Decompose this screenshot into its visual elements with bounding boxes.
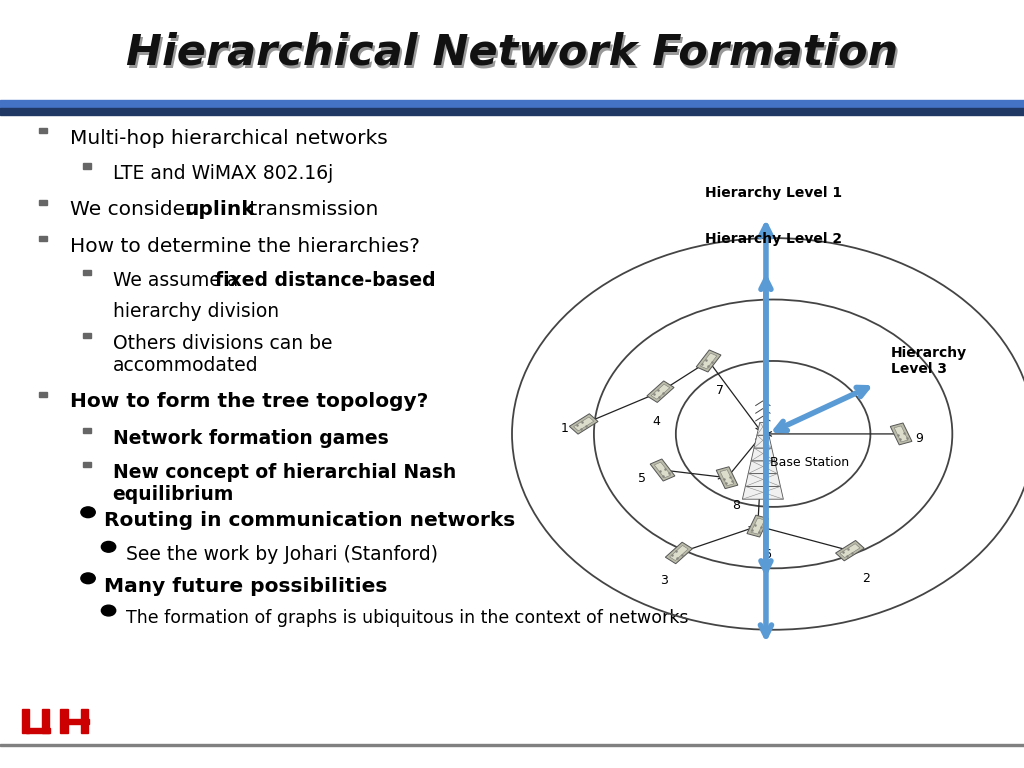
Polygon shape — [651, 384, 670, 399]
Text: Routing in communication networks: Routing in communication networks — [104, 511, 516, 530]
Text: Many future possibilities: Many future possibilities — [104, 577, 388, 596]
Circle shape — [81, 573, 95, 584]
Bar — [22, 709, 29, 733]
Polygon shape — [700, 353, 717, 369]
Text: 2: 2 — [862, 572, 870, 585]
Bar — [60, 709, 68, 733]
Polygon shape — [840, 544, 860, 558]
Polygon shape — [754, 435, 772, 448]
Bar — [26, 728, 50, 733]
Text: We consider: We consider — [70, 200, 200, 220]
Bar — [39, 392, 47, 397]
Circle shape — [81, 507, 95, 518]
Text: 5: 5 — [638, 472, 646, 485]
Text: hierarchy division: hierarchy division — [113, 302, 279, 321]
Bar — [81, 709, 88, 733]
Text: Hierarchical Network Formation: Hierarchical Network Formation — [126, 32, 898, 74]
Polygon shape — [749, 461, 777, 474]
Text: Hierarchy Level 2: Hierarchy Level 2 — [705, 232, 842, 246]
Text: Hierarchy
Level 3: Hierarchy Level 3 — [891, 346, 967, 376]
Text: 8: 8 — [732, 499, 740, 512]
Text: 4: 4 — [652, 415, 660, 428]
Polygon shape — [716, 467, 738, 488]
Polygon shape — [751, 518, 765, 534]
Polygon shape — [569, 414, 598, 434]
Polygon shape — [757, 422, 769, 435]
Text: LTE and WiMAX 802.16j: LTE and WiMAX 802.16j — [113, 164, 333, 184]
Text: transmission: transmission — [243, 200, 378, 220]
Polygon shape — [670, 545, 688, 561]
Polygon shape — [745, 474, 780, 486]
Polygon shape — [573, 417, 594, 431]
Text: We assume a: We assume a — [113, 271, 244, 290]
Polygon shape — [650, 459, 675, 481]
Text: fixed distance-based: fixed distance-based — [215, 271, 435, 290]
Text: Hierarchy Level 1: Hierarchy Level 1 — [705, 186, 842, 200]
Text: uplink: uplink — [184, 200, 255, 220]
Bar — [83, 462, 91, 468]
Bar — [83, 333, 91, 339]
Polygon shape — [894, 426, 908, 442]
Polygon shape — [836, 541, 864, 561]
Polygon shape — [746, 515, 769, 537]
Bar — [0, 108, 1024, 115]
Bar — [39, 128, 47, 134]
Text: Network formation games: Network formation games — [113, 429, 388, 448]
Polygon shape — [752, 448, 774, 461]
Text: How to determine the hierarchies?: How to determine the hierarchies? — [70, 237, 420, 256]
Polygon shape — [647, 381, 674, 402]
Text: 1: 1 — [561, 422, 569, 435]
Text: Others divisions can be
accommodated: Others divisions can be accommodated — [113, 334, 332, 375]
Text: New concept of hierarchial Nash
equilibrium: New concept of hierarchial Nash equilibr… — [113, 463, 456, 504]
Circle shape — [101, 541, 116, 552]
Polygon shape — [666, 542, 692, 564]
Bar — [65, 719, 89, 724]
Bar — [83, 164, 91, 169]
Bar — [0, 744, 1024, 746]
Text: 3: 3 — [660, 574, 669, 588]
Text: 7: 7 — [716, 384, 724, 397]
Text: Hierarchical Network Formation: Hierarchical Network Formation — [128, 35, 900, 76]
Polygon shape — [720, 470, 734, 485]
Circle shape — [101, 605, 116, 616]
Polygon shape — [654, 462, 671, 478]
Text: Base Station: Base Station — [770, 456, 849, 469]
Bar — [83, 270, 91, 276]
Text: The formation of graphs is ubiquitous in the context of networks: The formation of graphs is ubiquitous in… — [126, 609, 688, 627]
Text: See the work by Johari (Stanford): See the work by Johari (Stanford) — [126, 545, 438, 564]
Polygon shape — [742, 486, 783, 499]
Polygon shape — [890, 423, 912, 445]
Bar — [42, 709, 49, 733]
Text: 9: 9 — [915, 432, 924, 445]
Polygon shape — [696, 350, 721, 372]
Text: How to form the tree topology?: How to form the tree topology? — [70, 392, 428, 412]
Bar — [0, 100, 1024, 108]
Bar — [0, 0, 1024, 96]
Bar — [39, 200, 47, 205]
Text: Multi-hop hierarchical networks: Multi-hop hierarchical networks — [70, 129, 387, 148]
Bar — [83, 428, 91, 433]
Bar — [39, 236, 47, 241]
Text: 6: 6 — [763, 548, 771, 561]
